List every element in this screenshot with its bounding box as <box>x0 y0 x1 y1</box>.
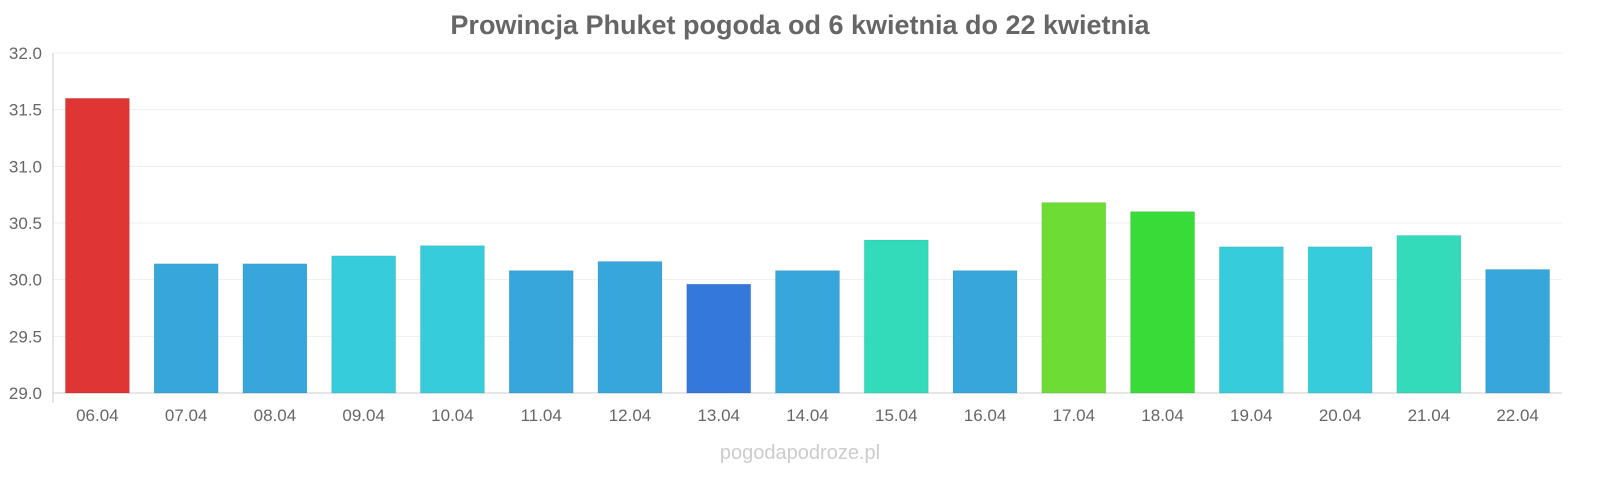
y-tick-label: 32.0 <box>9 44 42 63</box>
bar-18.04 <box>1130 211 1196 394</box>
bar-20.04 <box>1307 246 1373 394</box>
x-tick-label: 14.04 <box>786 406 829 425</box>
bar-17.04 <box>1041 202 1107 394</box>
bar-14.04 <box>775 270 840 394</box>
bar-22.04 <box>1485 268 1551 394</box>
y-tick-label: 31.0 <box>9 157 42 176</box>
bar-21.04 <box>1396 234 1462 394</box>
x-tick-label: 11.04 <box>521 406 562 425</box>
chart-title: Prowincja Phuket pogoda od 6 kwietnia do… <box>450 10 1150 40</box>
x-tick-label: 18.04 <box>1141 406 1184 425</box>
bar-19.04 <box>1218 246 1284 394</box>
bar-08.04 <box>242 263 308 394</box>
bar-15.04 <box>863 239 929 394</box>
y-tick-label: 30.0 <box>9 271 42 290</box>
x-tick-label: 10.04 <box>431 406 474 425</box>
bar-06.04 <box>64 97 130 394</box>
bar-09.04 <box>331 255 397 394</box>
y-tick-label: 29.0 <box>9 384 42 403</box>
x-tick-label: 21.04 <box>1408 406 1451 425</box>
bar-16.04 <box>952 270 1018 394</box>
x-tick-label: 20.04 <box>1319 406 1362 425</box>
x-tick-label: 22.04 <box>1496 406 1539 425</box>
y-tick-label: 30.5 <box>9 214 42 233</box>
x-tick-label: 09.04 <box>342 406 385 425</box>
y-tick-label: 29.5 <box>9 327 42 346</box>
watermark: pogodapodroze.pl <box>719 442 881 464</box>
x-tick-label: 15.04 <box>875 406 918 425</box>
x-tick-label: 12.04 <box>609 406 652 425</box>
x-tick-label: 08.04 <box>254 406 297 425</box>
x-tick-label: 19.04 <box>1230 406 1273 425</box>
x-tick-label: 13.04 <box>697 406 740 425</box>
y-tick-label: 31.5 <box>9 101 42 120</box>
bar-10.04 <box>419 245 485 394</box>
x-tick-label: 17.04 <box>1053 406 1096 425</box>
bar-07.04 <box>153 263 219 394</box>
bar-11.04 <box>508 270 574 394</box>
x-tick-label: 07.04 <box>165 406 208 425</box>
bar-12.04 <box>597 261 663 394</box>
x-tick-label: 16.04 <box>964 406 1007 425</box>
x-tick-label: 06.04 <box>76 406 119 425</box>
bar-13.04 <box>686 283 752 394</box>
